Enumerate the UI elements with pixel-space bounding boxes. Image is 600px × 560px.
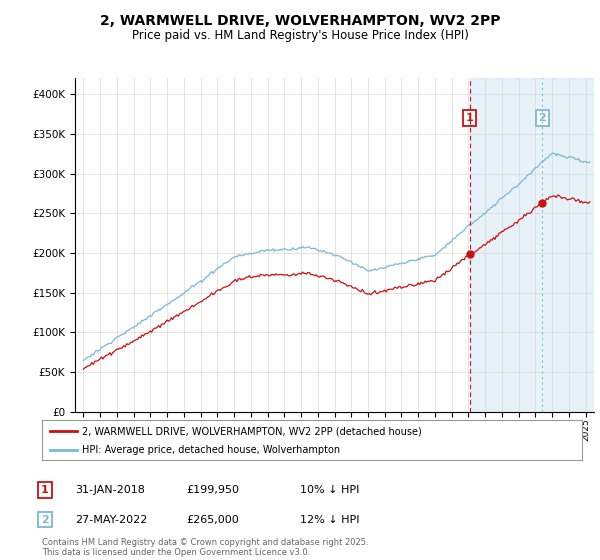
Text: Price paid vs. HM Land Registry's House Price Index (HPI): Price paid vs. HM Land Registry's House …	[131, 29, 469, 42]
Text: 2: 2	[538, 113, 546, 123]
Text: £265,000: £265,000	[186, 515, 239, 525]
Text: £199,950: £199,950	[186, 485, 239, 495]
Text: HPI: Average price, detached house, Wolverhampton: HPI: Average price, detached house, Wolv…	[83, 445, 341, 455]
Text: 2, WARMWELL DRIVE, WOLVERHAMPTON, WV2 2PP: 2, WARMWELL DRIVE, WOLVERHAMPTON, WV2 2P…	[100, 14, 500, 28]
Text: 1: 1	[41, 485, 49, 495]
Text: 10% ↓ HPI: 10% ↓ HPI	[300, 485, 359, 495]
Text: 1: 1	[466, 113, 473, 123]
Text: 12% ↓ HPI: 12% ↓ HPI	[300, 515, 359, 525]
Text: 27-MAY-2022: 27-MAY-2022	[75, 515, 148, 525]
Text: Contains HM Land Registry data © Crown copyright and database right 2025.
This d: Contains HM Land Registry data © Crown c…	[42, 538, 368, 557]
Text: 2: 2	[41, 515, 49, 525]
Text: 2, WARMWELL DRIVE, WOLVERHAMPTON, WV2 2PP (detached house): 2, WARMWELL DRIVE, WOLVERHAMPTON, WV2 2P…	[83, 426, 422, 436]
Bar	[470, 78, 594, 412]
Text: 31-JAN-2018: 31-JAN-2018	[75, 485, 145, 495]
